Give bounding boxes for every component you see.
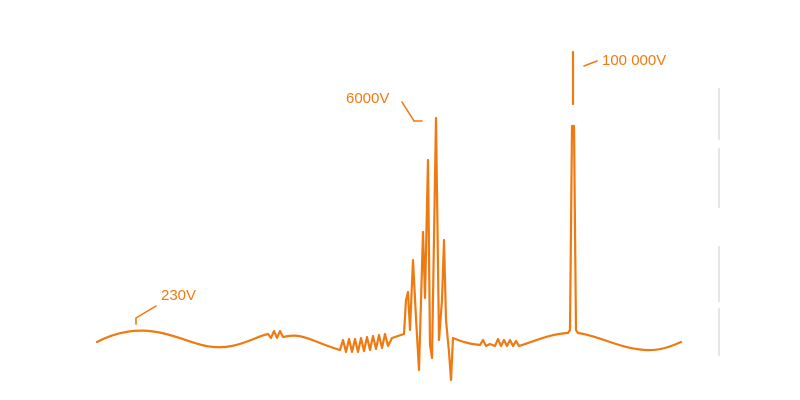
label-leaders — [135, 60, 598, 325]
leader-230v-diag — [135, 305, 157, 319]
label-6000v: 6000V — [346, 90, 390, 107]
label-100000v: 100 000V — [602, 52, 667, 69]
leader-6000v — [401, 101, 415, 122]
label-230v: 230V — [161, 287, 197, 304]
leader-100kv — [583, 60, 598, 67]
voltage-waveform — [95, 116, 683, 382]
